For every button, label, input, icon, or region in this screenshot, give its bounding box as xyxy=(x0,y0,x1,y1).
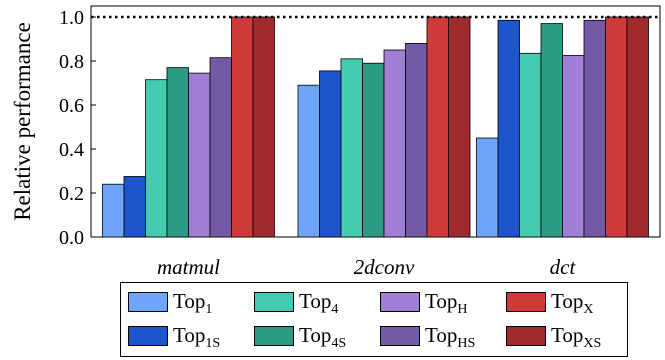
legend-item-TopX: TopX xyxy=(506,288,594,317)
legend-swatch xyxy=(506,325,546,346)
legend-item-Top1: Top1 xyxy=(128,288,213,317)
legend-item-TopH: TopH xyxy=(380,288,468,317)
bar-Top1-2dconv xyxy=(297,84,320,238)
category-label: matmul xyxy=(157,255,220,279)
bar-chart: 0.0 0.2 0.4 0.6 0.8 1.0 Relative performance ma… xyxy=(10,5,661,279)
bar-Top4-2dconv xyxy=(340,58,363,238)
legend-label: Top4S xyxy=(299,323,347,351)
bar-Top4S-dct xyxy=(540,23,563,238)
bar-TopHS-dct xyxy=(583,19,606,238)
legend-item-Top4S: Top4S xyxy=(254,322,347,351)
y-axis-label: Relative performance xyxy=(10,22,35,221)
y-tick-label: 0.4 xyxy=(59,139,84,161)
legend-label: TopH xyxy=(425,289,468,317)
y-tick-label: 1.0 xyxy=(59,7,84,29)
bar-TopHS-matmul xyxy=(209,57,232,238)
legend-label: TopX xyxy=(551,289,594,317)
legend-label: Top4 xyxy=(299,289,339,317)
bar-TopX-2dconv xyxy=(426,16,449,238)
bar-TopXS-matmul xyxy=(252,16,275,238)
legend-item-TopXS: TopXS xyxy=(506,322,602,351)
legend-label: Top1 xyxy=(173,289,213,317)
legend-swatch xyxy=(506,291,546,312)
bar-Top4S-matmul xyxy=(166,67,189,238)
bar-Top4S-2dconv xyxy=(362,62,385,238)
legend-item-Top4: Top4 xyxy=(254,288,339,317)
legend-item-TopHS: TopHS xyxy=(380,322,476,351)
legend-swatch xyxy=(128,291,168,312)
legend-swatch xyxy=(254,291,294,312)
bar-Top1S-matmul xyxy=(123,176,146,238)
legend: Top1 Top1S Top4 Top4S TopH TopHS TopX TopXS xyxy=(120,282,628,357)
bar-TopH-dct xyxy=(562,55,585,238)
legend-item-Top1S: Top1S xyxy=(128,322,221,351)
category-label: 2dconv xyxy=(354,255,415,279)
bar-TopX-dct xyxy=(605,16,628,238)
legend-swatch xyxy=(254,325,294,346)
bar-Top1S-dct xyxy=(497,19,520,238)
legend-label: TopHS xyxy=(425,323,476,351)
y-tick-label: 0.8 xyxy=(59,51,84,73)
bar-Top1-matmul xyxy=(102,183,125,238)
bar-TopXS-dct xyxy=(626,16,649,238)
y-tick-label: 0.6 xyxy=(59,95,84,117)
legend-label: TopXS xyxy=(551,323,602,351)
legend-swatch xyxy=(380,325,420,346)
y-tick-label: 0.2 xyxy=(59,183,84,205)
legend-label: Top1S xyxy=(173,323,221,351)
legend-swatch xyxy=(380,291,420,312)
y-tick-label: 0.0 xyxy=(59,227,84,249)
bar-TopH-2dconv xyxy=(383,49,406,238)
bar-Top4-matmul xyxy=(145,79,168,238)
bar-Top1S-2dconv xyxy=(319,70,342,238)
bar-Top1-dct xyxy=(476,137,499,238)
bar-TopH-matmul xyxy=(188,72,211,238)
legend-swatch xyxy=(128,325,168,346)
bar-Top4-dct xyxy=(519,52,542,238)
bar-TopX-matmul xyxy=(231,16,254,238)
bar-TopXS-2dconv xyxy=(448,16,471,238)
bar-TopHS-2dconv xyxy=(405,43,428,238)
category-label: dct xyxy=(550,255,577,279)
